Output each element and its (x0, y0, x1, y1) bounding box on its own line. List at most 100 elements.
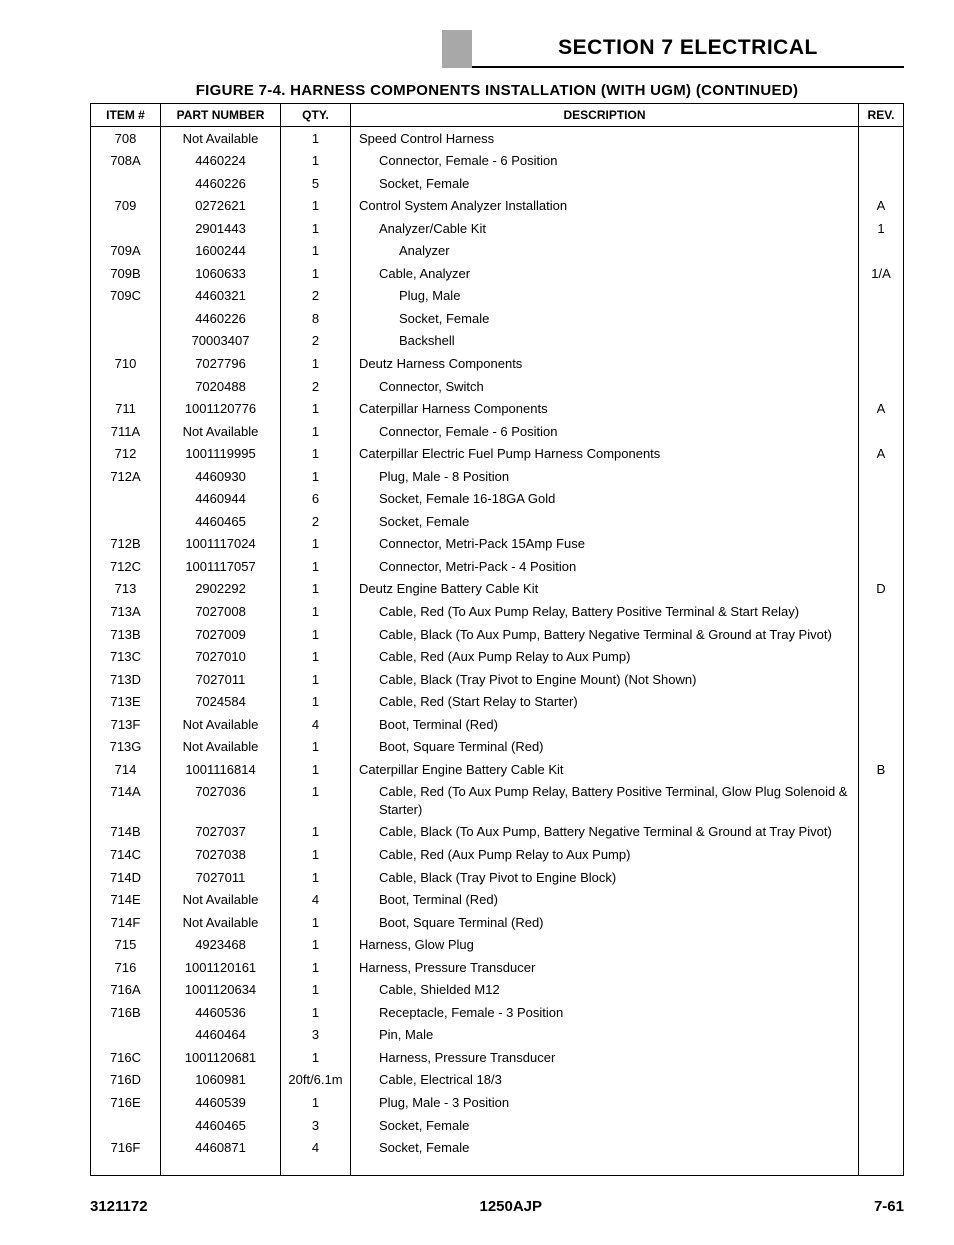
cell-qty: 1 (281, 420, 351, 443)
cell-qty: 4 (281, 713, 351, 736)
cell-item: 716F (91, 1137, 161, 1176)
table-row: 44609446Socket, Female 16-18GA Gold (91, 488, 904, 511)
table-row: 708A44602241Connector, Female - 6 Positi… (91, 150, 904, 173)
cell-qty: 1 (281, 623, 351, 646)
cell-qty: 1 (281, 600, 351, 623)
table-row: 714C70270381Cable, Red (Aux Pump Relay t… (91, 844, 904, 867)
cell-rev: A (859, 398, 904, 421)
cell-part: 0272621 (161, 195, 281, 218)
cell-desc: Cable, Black (To Aux Pump, Battery Negat… (351, 821, 859, 844)
cell-item: 714D (91, 866, 161, 889)
cell-item: 711A (91, 420, 161, 443)
cell-part: Not Available (161, 420, 281, 443)
cell-part: 1001120634 (161, 979, 281, 1002)
cell-rev: B (859, 758, 904, 781)
cell-part: 7020488 (161, 375, 281, 398)
table-row: 713D70270111Cable, Black (Tray Pivot to … (91, 668, 904, 691)
table-row: 44602268Socket, Female (91, 307, 904, 330)
cell-item (91, 172, 161, 195)
cell-part: 4460321 (161, 285, 281, 308)
table-row: 71410011168141Caterpillar Engine Battery… (91, 758, 904, 781)
cell-desc: Cable, Analyzer (351, 262, 859, 285)
cell-part: 1600244 (161, 240, 281, 263)
table-row: 709B10606331Cable, Analyzer1/A (91, 262, 904, 285)
cell-part: 1001120161 (161, 956, 281, 979)
cell-part: 2902292 (161, 578, 281, 601)
col-header-rev: REV. (859, 104, 904, 127)
cell-qty: 1 (281, 736, 351, 759)
cell-item: 713F (91, 713, 161, 736)
cell-qty: 1 (281, 844, 351, 867)
table-row: 713C70270101Cable, Red (Aux Pump Relay t… (91, 646, 904, 669)
cell-desc: Receptacle, Female - 3 Position (351, 1001, 859, 1024)
table-row: 713A70270081Cable, Red (To Aux Pump Rela… (91, 600, 904, 623)
cell-part: 1060633 (161, 262, 281, 285)
cell-rev (859, 488, 904, 511)
table-row: 714ENot Available4Boot, Terminal (Red) (91, 889, 904, 912)
cell-desc: Cable, Black (Tray Pivot to Engine Mount… (351, 668, 859, 691)
cell-item: 714F (91, 911, 161, 934)
cell-qty: 1 (281, 646, 351, 669)
cell-qty: 1 (281, 1001, 351, 1024)
header-gray-block (442, 30, 472, 68)
cell-desc: Cable, Red (Start Relay to Starter) (351, 691, 859, 714)
cell-part: 2901443 (161, 217, 281, 240)
cell-rev (859, 1114, 904, 1137)
cell-qty: 1 (281, 934, 351, 957)
cell-qty: 1 (281, 758, 351, 781)
cell-qty: 1 (281, 217, 351, 240)
cell-desc: Connector, Female - 6 Position (351, 150, 859, 173)
cell-qty: 8 (281, 307, 351, 330)
cell-part: 7027010 (161, 646, 281, 669)
cell-desc: Analyzer/Cable Kit (351, 217, 859, 240)
cell-item: 710 (91, 352, 161, 375)
table-row: 714FNot Available1Boot, Square Terminal … (91, 911, 904, 934)
cell-qty: 2 (281, 285, 351, 308)
table-row: 70204882Connector, Switch (91, 375, 904, 398)
cell-qty: 1 (281, 465, 351, 488)
cell-qty: 1 (281, 578, 351, 601)
cell-qty: 3 (281, 1024, 351, 1047)
cell-qty: 5 (281, 172, 351, 195)
cell-part: 1001119995 (161, 443, 281, 466)
cell-item: 714 (91, 758, 161, 781)
cell-item: 715 (91, 934, 161, 957)
cell-item: 714C (91, 844, 161, 867)
table-header-row: ITEM # PART NUMBER QTY. DESCRIPTION REV. (91, 104, 904, 127)
cell-item: 713C (91, 646, 161, 669)
cell-desc: Caterpillar Harness Components (351, 398, 859, 421)
cell-desc: Socket, Female 16-18GA Gold (351, 488, 859, 511)
cell-item: 713E (91, 691, 161, 714)
page: SECTION 7 ELECTRICAL FIGURE 7-4. HARNESS… (0, 0, 954, 1245)
cell-item: 716C (91, 1046, 161, 1069)
cell-desc: Caterpillar Engine Battery Cable Kit (351, 758, 859, 781)
cell-item: 711 (91, 398, 161, 421)
table-row: 44604653Socket, Female (91, 1114, 904, 1137)
cell-desc: Cable, Black (Tray Pivot to Engine Block… (351, 866, 859, 889)
footer-center: 1250AJP (479, 1198, 542, 1215)
cell-rev (859, 844, 904, 867)
cell-desc: Cable, Red (To Aux Pump Relay, Battery P… (351, 781, 859, 821)
table-row: 714A70270361Cable, Red (To Aux Pump Rela… (91, 781, 904, 821)
cell-desc: Socket, Female (351, 172, 859, 195)
table-row: 71110011207761Caterpillar Harness Compon… (91, 398, 904, 421)
table-row: 716C10011206811Harness, Pressure Transdu… (91, 1046, 904, 1069)
cell-rev (859, 127, 904, 150)
cell-desc: Caterpillar Electric Fuel Pump Harness C… (351, 443, 859, 466)
cell-rev (859, 352, 904, 375)
cell-qty: 1 (281, 127, 351, 150)
cell-qty: 1 (281, 262, 351, 285)
cell-qty: 3 (281, 1114, 351, 1137)
cell-rev (859, 533, 904, 556)
table-row: 713GNot Available1Boot, Square Terminal … (91, 736, 904, 759)
cell-desc: Socket, Female (351, 1137, 859, 1176)
cell-part: Not Available (161, 127, 281, 150)
cell-desc: Pin, Male (351, 1024, 859, 1047)
cell-item (91, 307, 161, 330)
cell-rev (859, 150, 904, 173)
cell-qty: 1 (281, 352, 351, 375)
cell-qty: 1 (281, 1092, 351, 1115)
cell-qty: 1 (281, 555, 351, 578)
cell-rev: 1 (859, 217, 904, 240)
cell-part: Not Available (161, 911, 281, 934)
